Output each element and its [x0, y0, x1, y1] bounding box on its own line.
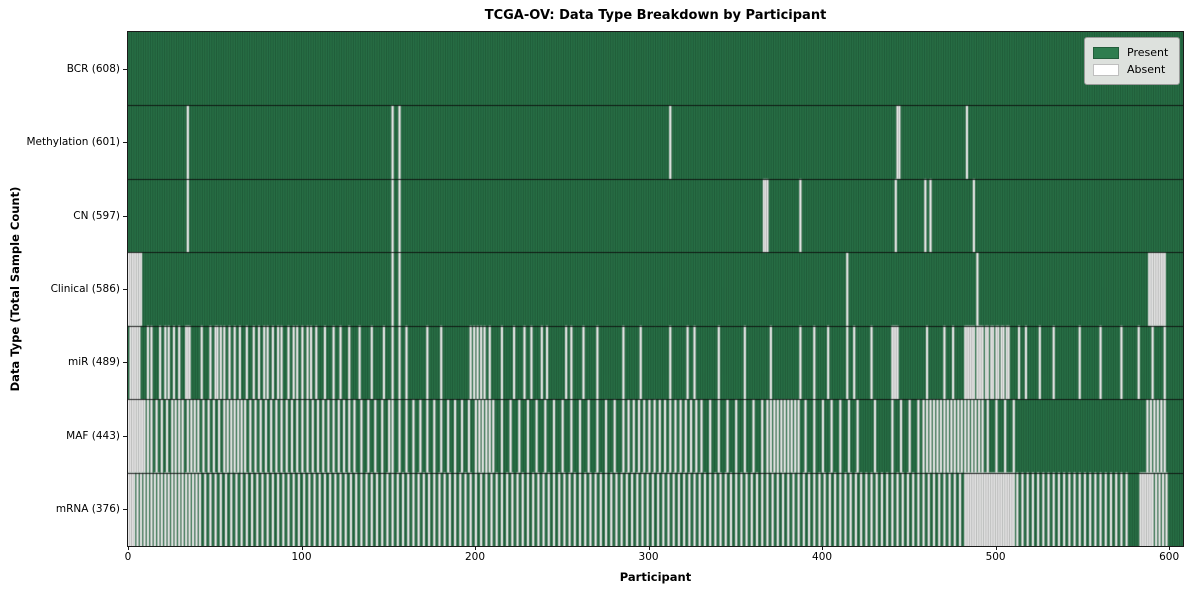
xtick-label-300: 300 [638, 551, 659, 563]
xtick-mark [1169, 546, 1170, 550]
legend: Present Absent [1084, 37, 1180, 85]
ytick-mark [123, 362, 127, 363]
xtick-label-200: 200 [465, 551, 486, 563]
xtick-mark [302, 546, 303, 550]
ytick-label-methylation: Methylation (601) [26, 136, 120, 149]
ytick-label-bcr: BCR (608) [66, 62, 120, 75]
ytick-mark [123, 436, 127, 437]
x-axis-label: Participant [619, 570, 692, 584]
plot-area-border [127, 31, 1184, 547]
ytick-mark [123, 509, 127, 510]
ytick-label-clinical: Clinical (586) [50, 283, 120, 295]
xtick-label-400: 400 [812, 551, 833, 563]
legend-label-present: Present [1127, 46, 1169, 59]
xtick-mark [649, 546, 650, 550]
xtick-label-100: 100 [291, 551, 312, 563]
chart-title: TCGA-OV: Data Type Breakdown by Particip… [484, 8, 827, 23]
xtick-mark [475, 546, 476, 550]
legend-item-absent: Absent [1093, 61, 1171, 78]
xtick-label-0: 0 [124, 551, 132, 563]
xtick-label-500: 500 [985, 551, 1006, 563]
ytick-mark [123, 142, 127, 143]
ytick-label-mrna: mRNA (376) [55, 503, 120, 516]
xtick-mark [996, 546, 997, 550]
legend-swatch-present-icon [1093, 46, 1119, 59]
xtick-mark [822, 546, 823, 550]
ytick-mark [123, 69, 127, 70]
legend-item-present: Present [1093, 44, 1171, 61]
matrix-canvas [128, 32, 1183, 546]
ytick-label-cn: CN (597) [73, 209, 120, 222]
xtick-label-600: 600 [1159, 551, 1180, 563]
legend-label-absent: Absent [1127, 63, 1166, 76]
y-axis-label: Data Type (Total Sample Count) [8, 186, 22, 392]
xtick-mark [128, 546, 129, 550]
ytick-label-mir: miR (489) [67, 356, 120, 369]
ytick-label-maf: MAF (443) [66, 429, 120, 442]
legend-swatch-absent-icon [1093, 63, 1119, 76]
ytick-mark [123, 289, 127, 290]
ytick-mark [123, 216, 127, 217]
